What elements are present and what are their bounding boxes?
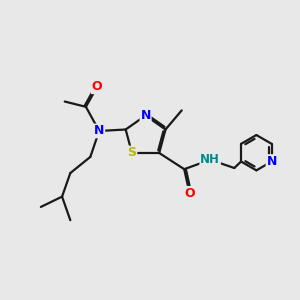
Text: NH: NH	[200, 153, 220, 166]
Text: O: O	[92, 80, 102, 93]
Text: N: N	[94, 124, 104, 137]
Text: S: S	[128, 146, 136, 160]
Text: O: O	[184, 187, 195, 200]
Text: N: N	[140, 109, 151, 122]
Text: N: N	[266, 155, 277, 168]
